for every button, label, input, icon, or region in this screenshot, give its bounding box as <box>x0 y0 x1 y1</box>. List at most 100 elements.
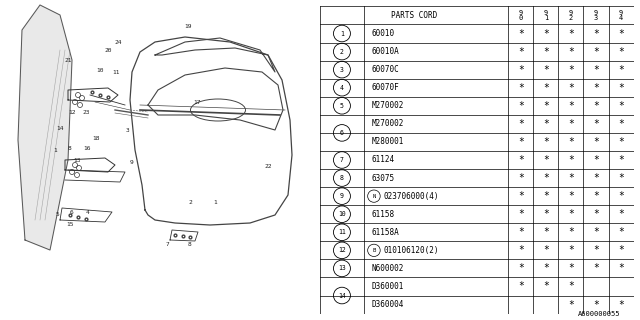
Text: *: * <box>543 155 548 165</box>
Text: *: * <box>618 263 624 273</box>
Text: *: * <box>518 209 524 219</box>
Text: 3: 3 <box>340 67 344 73</box>
Text: *: * <box>518 119 524 129</box>
Text: 010106120(2): 010106120(2) <box>383 246 439 255</box>
Text: 61124: 61124 <box>372 156 395 164</box>
Text: 5: 5 <box>55 212 59 218</box>
Text: *: * <box>618 137 624 147</box>
Text: *: * <box>618 47 624 57</box>
Text: 13: 13 <box>73 157 81 163</box>
Text: 2: 2 <box>340 49 344 55</box>
Text: 9: 9 <box>130 159 134 164</box>
Text: 13: 13 <box>338 265 346 271</box>
Text: 11: 11 <box>338 229 346 235</box>
Text: 21: 21 <box>64 58 72 62</box>
Text: PARTS CORD: PARTS CORD <box>391 11 437 20</box>
Text: 1: 1 <box>340 30 344 36</box>
Text: 24: 24 <box>115 39 122 44</box>
Text: *: * <box>518 83 524 93</box>
Text: *: * <box>593 155 599 165</box>
Text: *: * <box>518 227 524 237</box>
Text: 63075: 63075 <box>372 173 395 183</box>
Text: 9
3: 9 3 <box>594 10 598 21</box>
Text: 7: 7 <box>340 157 344 163</box>
Polygon shape <box>18 5 72 250</box>
Text: M270002: M270002 <box>372 101 404 110</box>
Text: 8: 8 <box>68 146 72 150</box>
Text: *: * <box>568 263 574 273</box>
Text: 7: 7 <box>166 242 170 246</box>
Text: 5: 5 <box>340 103 344 109</box>
Text: 9
4: 9 4 <box>619 10 623 21</box>
Text: 6: 6 <box>340 130 344 136</box>
Text: *: * <box>518 245 524 255</box>
Text: *: * <box>593 83 599 93</box>
Text: *: * <box>568 300 574 309</box>
Text: *: * <box>518 173 524 183</box>
Text: *: * <box>568 119 574 129</box>
Text: *: * <box>518 47 524 57</box>
Text: 4: 4 <box>86 210 90 214</box>
Text: *: * <box>618 173 624 183</box>
Text: *: * <box>618 101 624 111</box>
Text: *: * <box>568 173 574 183</box>
Text: 8: 8 <box>340 175 344 181</box>
Text: N: N <box>372 194 376 199</box>
Text: *: * <box>618 83 624 93</box>
Text: *: * <box>568 209 574 219</box>
Text: *: * <box>593 119 599 129</box>
Text: *: * <box>543 65 548 75</box>
Text: 14: 14 <box>56 125 64 131</box>
Text: 6: 6 <box>70 210 74 214</box>
Text: *: * <box>543 191 548 201</box>
Text: *: * <box>568 47 574 57</box>
Text: 17: 17 <box>193 100 201 105</box>
Text: *: * <box>518 263 524 273</box>
Text: *: * <box>568 28 574 38</box>
Text: *: * <box>568 101 574 111</box>
Text: *: * <box>618 28 624 38</box>
Text: *: * <box>568 83 574 93</box>
Text: 60010A: 60010A <box>372 47 399 56</box>
Text: D360001: D360001 <box>372 282 404 291</box>
Text: *: * <box>593 28 599 38</box>
Text: *: * <box>568 282 574 292</box>
Text: 12: 12 <box>68 109 76 115</box>
Text: *: * <box>618 191 624 201</box>
Text: *: * <box>518 101 524 111</box>
Text: 60070C: 60070C <box>372 65 399 74</box>
Text: *: * <box>543 101 548 111</box>
Text: *: * <box>618 65 624 75</box>
Text: *: * <box>593 47 599 57</box>
Text: M280001: M280001 <box>372 137 404 147</box>
Text: 2: 2 <box>188 199 192 204</box>
Text: 12: 12 <box>338 247 346 253</box>
Text: 8: 8 <box>188 242 192 246</box>
Text: 10: 10 <box>96 68 104 73</box>
Text: A600000055: A600000055 <box>579 311 621 317</box>
Text: *: * <box>568 191 574 201</box>
Text: 61158A: 61158A <box>372 228 399 237</box>
Text: 20: 20 <box>104 47 112 52</box>
Text: 14: 14 <box>338 292 346 299</box>
Text: *: * <box>518 28 524 38</box>
Text: *: * <box>518 65 524 75</box>
Text: *: * <box>543 137 548 147</box>
Text: *: * <box>593 227 599 237</box>
Text: *: * <box>618 119 624 129</box>
Text: 9
0: 9 0 <box>518 10 523 21</box>
Text: *: * <box>518 282 524 292</box>
Text: 60070F: 60070F <box>372 83 399 92</box>
Text: *: * <box>568 137 574 147</box>
Text: *: * <box>593 65 599 75</box>
Text: 9
1: 9 1 <box>543 10 548 21</box>
Text: *: * <box>568 155 574 165</box>
Text: *: * <box>593 191 599 201</box>
Text: *: * <box>518 155 524 165</box>
Text: 4: 4 <box>340 85 344 91</box>
Text: 9: 9 <box>340 193 344 199</box>
Text: *: * <box>543 245 548 255</box>
Text: *: * <box>568 65 574 75</box>
Text: B: B <box>372 248 376 253</box>
Text: *: * <box>543 83 548 93</box>
